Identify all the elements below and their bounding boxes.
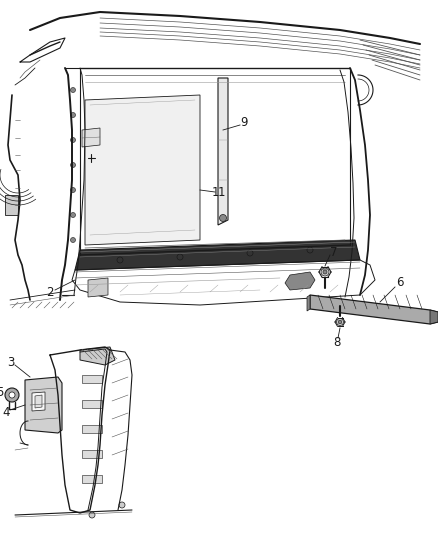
Circle shape — [71, 112, 75, 117]
Polygon shape — [75, 240, 360, 270]
Circle shape — [71, 238, 75, 243]
Circle shape — [119, 502, 125, 508]
Polygon shape — [82, 375, 102, 383]
Polygon shape — [35, 395, 42, 408]
Polygon shape — [82, 475, 102, 483]
Circle shape — [71, 163, 75, 167]
Circle shape — [71, 138, 75, 142]
Polygon shape — [82, 425, 102, 433]
Circle shape — [5, 388, 19, 402]
Circle shape — [71, 213, 75, 217]
Text: 8: 8 — [333, 335, 341, 349]
Circle shape — [9, 392, 15, 398]
Polygon shape — [82, 450, 102, 458]
Text: 9: 9 — [240, 117, 248, 130]
Polygon shape — [310, 295, 438, 324]
Polygon shape — [82, 400, 102, 408]
Text: 7: 7 — [330, 246, 338, 259]
Text: 5: 5 — [0, 386, 4, 400]
Circle shape — [323, 270, 327, 274]
Circle shape — [336, 319, 343, 326]
Polygon shape — [307, 295, 310, 311]
Polygon shape — [285, 272, 315, 290]
Text: 1: 1 — [211, 185, 219, 198]
Text: 1: 1 — [218, 187, 226, 199]
Polygon shape — [218, 78, 228, 225]
Circle shape — [71, 188, 75, 192]
Polygon shape — [430, 310, 438, 324]
Circle shape — [71, 87, 75, 93]
Polygon shape — [25, 377, 62, 433]
Polygon shape — [5, 195, 18, 215]
Circle shape — [89, 512, 95, 518]
Circle shape — [338, 320, 342, 324]
Circle shape — [219, 214, 226, 222]
Text: 2: 2 — [46, 286, 54, 298]
Polygon shape — [85, 95, 200, 245]
Text: 4: 4 — [2, 406, 10, 418]
Circle shape — [321, 268, 329, 276]
Polygon shape — [32, 392, 45, 411]
Polygon shape — [80, 347, 115, 365]
Polygon shape — [88, 278, 108, 297]
Polygon shape — [82, 128, 100, 147]
Text: 6: 6 — [396, 277, 404, 289]
Text: 3: 3 — [7, 356, 15, 368]
